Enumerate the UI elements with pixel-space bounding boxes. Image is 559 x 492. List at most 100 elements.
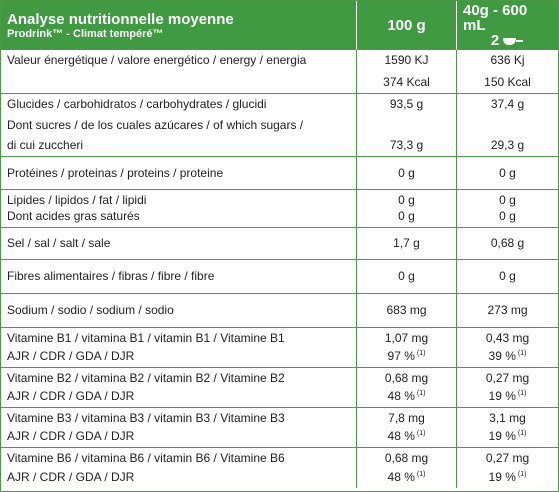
row-label: Glucides / carbohidratos / carbohydrates… <box>7 97 267 111</box>
value-line: 3,1 mg <box>489 411 526 426</box>
value-line: 636 Kj <box>490 53 524 68</box>
serving-note: 2 <box>491 33 524 48</box>
value: 0 g <box>398 193 415 207</box>
value-line: 73,3 g <box>390 138 423 153</box>
value-line: 0,27 mg <box>486 371 529 386</box>
value-line: 374 Kcal <box>383 75 430 90</box>
value: 1,7 g <box>393 236 420 250</box>
table-title: Analyse nutritionnelle moyenne <box>7 10 234 28</box>
header-row: Analyse nutritionnelle moyenne Prodrink™… <box>1 1 558 50</box>
value-line: 0,27 mg <box>486 451 529 466</box>
footnote-ref: (1) <box>416 390 426 397</box>
value-line: 0,68 g <box>491 236 524 251</box>
table-row: Vitamine B6 / vitamina B6 / vitamin B6 /… <box>1 447 558 488</box>
value-line: 97 % (1) <box>388 346 426 364</box>
value: 3,1 mg <box>489 411 526 425</box>
value-line: 37,4 g <box>491 97 524 112</box>
header-col1: 100 g <box>356 1 456 50</box>
label-cell: Valeur énergétique / valore energético /… <box>1 50 356 93</box>
value-cell: 1,7 g <box>356 228 456 259</box>
label-cell: Vitamine B3 / vitamina B3 / vitamin B3 /… <box>1 408 356 447</box>
value-cell: 0 g <box>456 157 558 189</box>
table-row: Fibres alimentaires / fibras / fibre / f… <box>1 259 558 293</box>
value-line: 0 g <box>398 269 415 284</box>
value-line: 48 % (1) <box>388 467 426 485</box>
table-row: Valeur énergétique / valore energético /… <box>1 49 558 93</box>
row-label: Valeur énergétique / valore energético /… <box>7 53 307 67</box>
value: 374 Kcal <box>383 75 430 89</box>
table-row: Sel / sal / salt / sale 1,7 g 0,68 g <box>1 227 558 259</box>
value: 0,68 mg <box>384 371 429 385</box>
value: 0 g <box>499 165 516 180</box>
value: 0 g <box>398 209 415 223</box>
value: 636 Kj <box>490 53 525 67</box>
value: 0,27 mg <box>485 451 530 465</box>
value-cell: 0,27 mg 19 % (1) <box>456 448 558 488</box>
value: 19 % <box>488 470 516 484</box>
value-line: 7,8 mg <box>388 411 425 426</box>
value-line: 1,07 mg <box>385 331 428 346</box>
scoop-icon <box>503 37 524 45</box>
value: 73,3 g <box>389 138 424 152</box>
row-label: Fibres alimentaires / fibras / fibre / f… <box>7 269 215 283</box>
value: 0,43 mg <box>485 331 530 345</box>
footnote-ref: (1) <box>416 430 426 437</box>
row-label: AJR / CDR / GDA / DJR <box>7 389 135 403</box>
value: 39 % <box>488 349 516 363</box>
value-line: 1590 KJ <box>384 53 428 68</box>
value: 150 Kcal <box>484 75 531 89</box>
value: 1,07 mg <box>384 331 429 345</box>
row-label: di cui zuccheri <box>7 138 84 152</box>
value: 37,4 g <box>490 97 525 111</box>
value-cell: 0 g <box>356 260 456 293</box>
label-cell: Sel / sal / salt / sale <box>1 228 356 259</box>
label-cell: Fibres alimentaires / fibras / fibre / f… <box>1 260 356 293</box>
value: 0 g <box>398 165 415 180</box>
value-line: 93,5 g <box>390 97 423 112</box>
value: 683 mg <box>386 303 427 317</box>
row-label: Sel / sal / salt / sale <box>7 236 111 250</box>
row-label: Protéines / proteinas / proteins / prote… <box>7 165 224 180</box>
value-cell: 683 mg <box>356 294 456 327</box>
row-label: Lipides / lipidos / fat / lipidi <box>7 193 147 207</box>
value: 1590 KJ <box>384 53 429 67</box>
label-cell: Sodium / sodio / sodium / sodio <box>1 294 356 327</box>
value-line: 19 % (1) <box>489 426 527 444</box>
value-line: 19 % (1) <box>489 386 527 404</box>
value-cell: 37,4 g 29,3 g <box>456 94 558 156</box>
value-line: 29,3 g <box>491 138 524 153</box>
value-line: 0,43 mg <box>486 331 529 346</box>
value-line: 0,68 mg <box>385 451 428 466</box>
label-cell: Vitamine B1 / vitamina B1 / vitamin B1 /… <box>1 328 356 367</box>
value-cell: 273 mg <box>456 294 558 327</box>
value-cell: 1590 KJ 374 Kcal <box>356 50 456 93</box>
col1-heading: 100 g <box>387 17 426 34</box>
value: 48 % <box>387 429 415 443</box>
table-row: Sodium / sodio / sodium / sodio 683 mg 273… <box>1 293 558 327</box>
value: 29,3 g <box>490 138 525 152</box>
label-cell: Lipides / lipidos / fat / lipidi Dont aci… <box>1 190 356 227</box>
value-cell: 93,5 g 73,3 g <box>356 94 456 156</box>
value-line: 0 g <box>499 193 516 208</box>
value-cell: 7,8 mg 48 % (1) <box>356 408 456 447</box>
value: 0 g <box>499 209 516 223</box>
table-row: Vitamine B3 / vitamina B3 / vitamin B3 /… <box>1 407 558 447</box>
value-cell: 636 Kj 150 Kcal <box>456 50 558 93</box>
value-line: 48 % (1) <box>388 426 426 444</box>
value-line: 1,7 g <box>393 236 420 251</box>
value: 93,5 g <box>389 97 424 111</box>
footnote-ref: (1) <box>517 350 527 357</box>
value-cell: 0,68 mg 48 % (1) <box>356 368 456 407</box>
row-label: Vitamine B6 / vitamina B6 / vitamin B6 /… <box>7 451 285 465</box>
table-row: Vitamine B2 / vitamina B2 / vitamin B2 /… <box>1 367 558 407</box>
value-cell: 0,27 mg 19 % (1) <box>456 368 558 407</box>
value-line: 0 g <box>398 193 415 208</box>
label-cell: Vitamine B2 / vitamina B2 / vitamin B2 /… <box>1 368 356 407</box>
value-line: 273 mg <box>487 303 527 318</box>
footnote-ref: (1) <box>416 350 426 357</box>
row-label: Dont sucres / de los cuales azúcares / o… <box>7 117 304 132</box>
